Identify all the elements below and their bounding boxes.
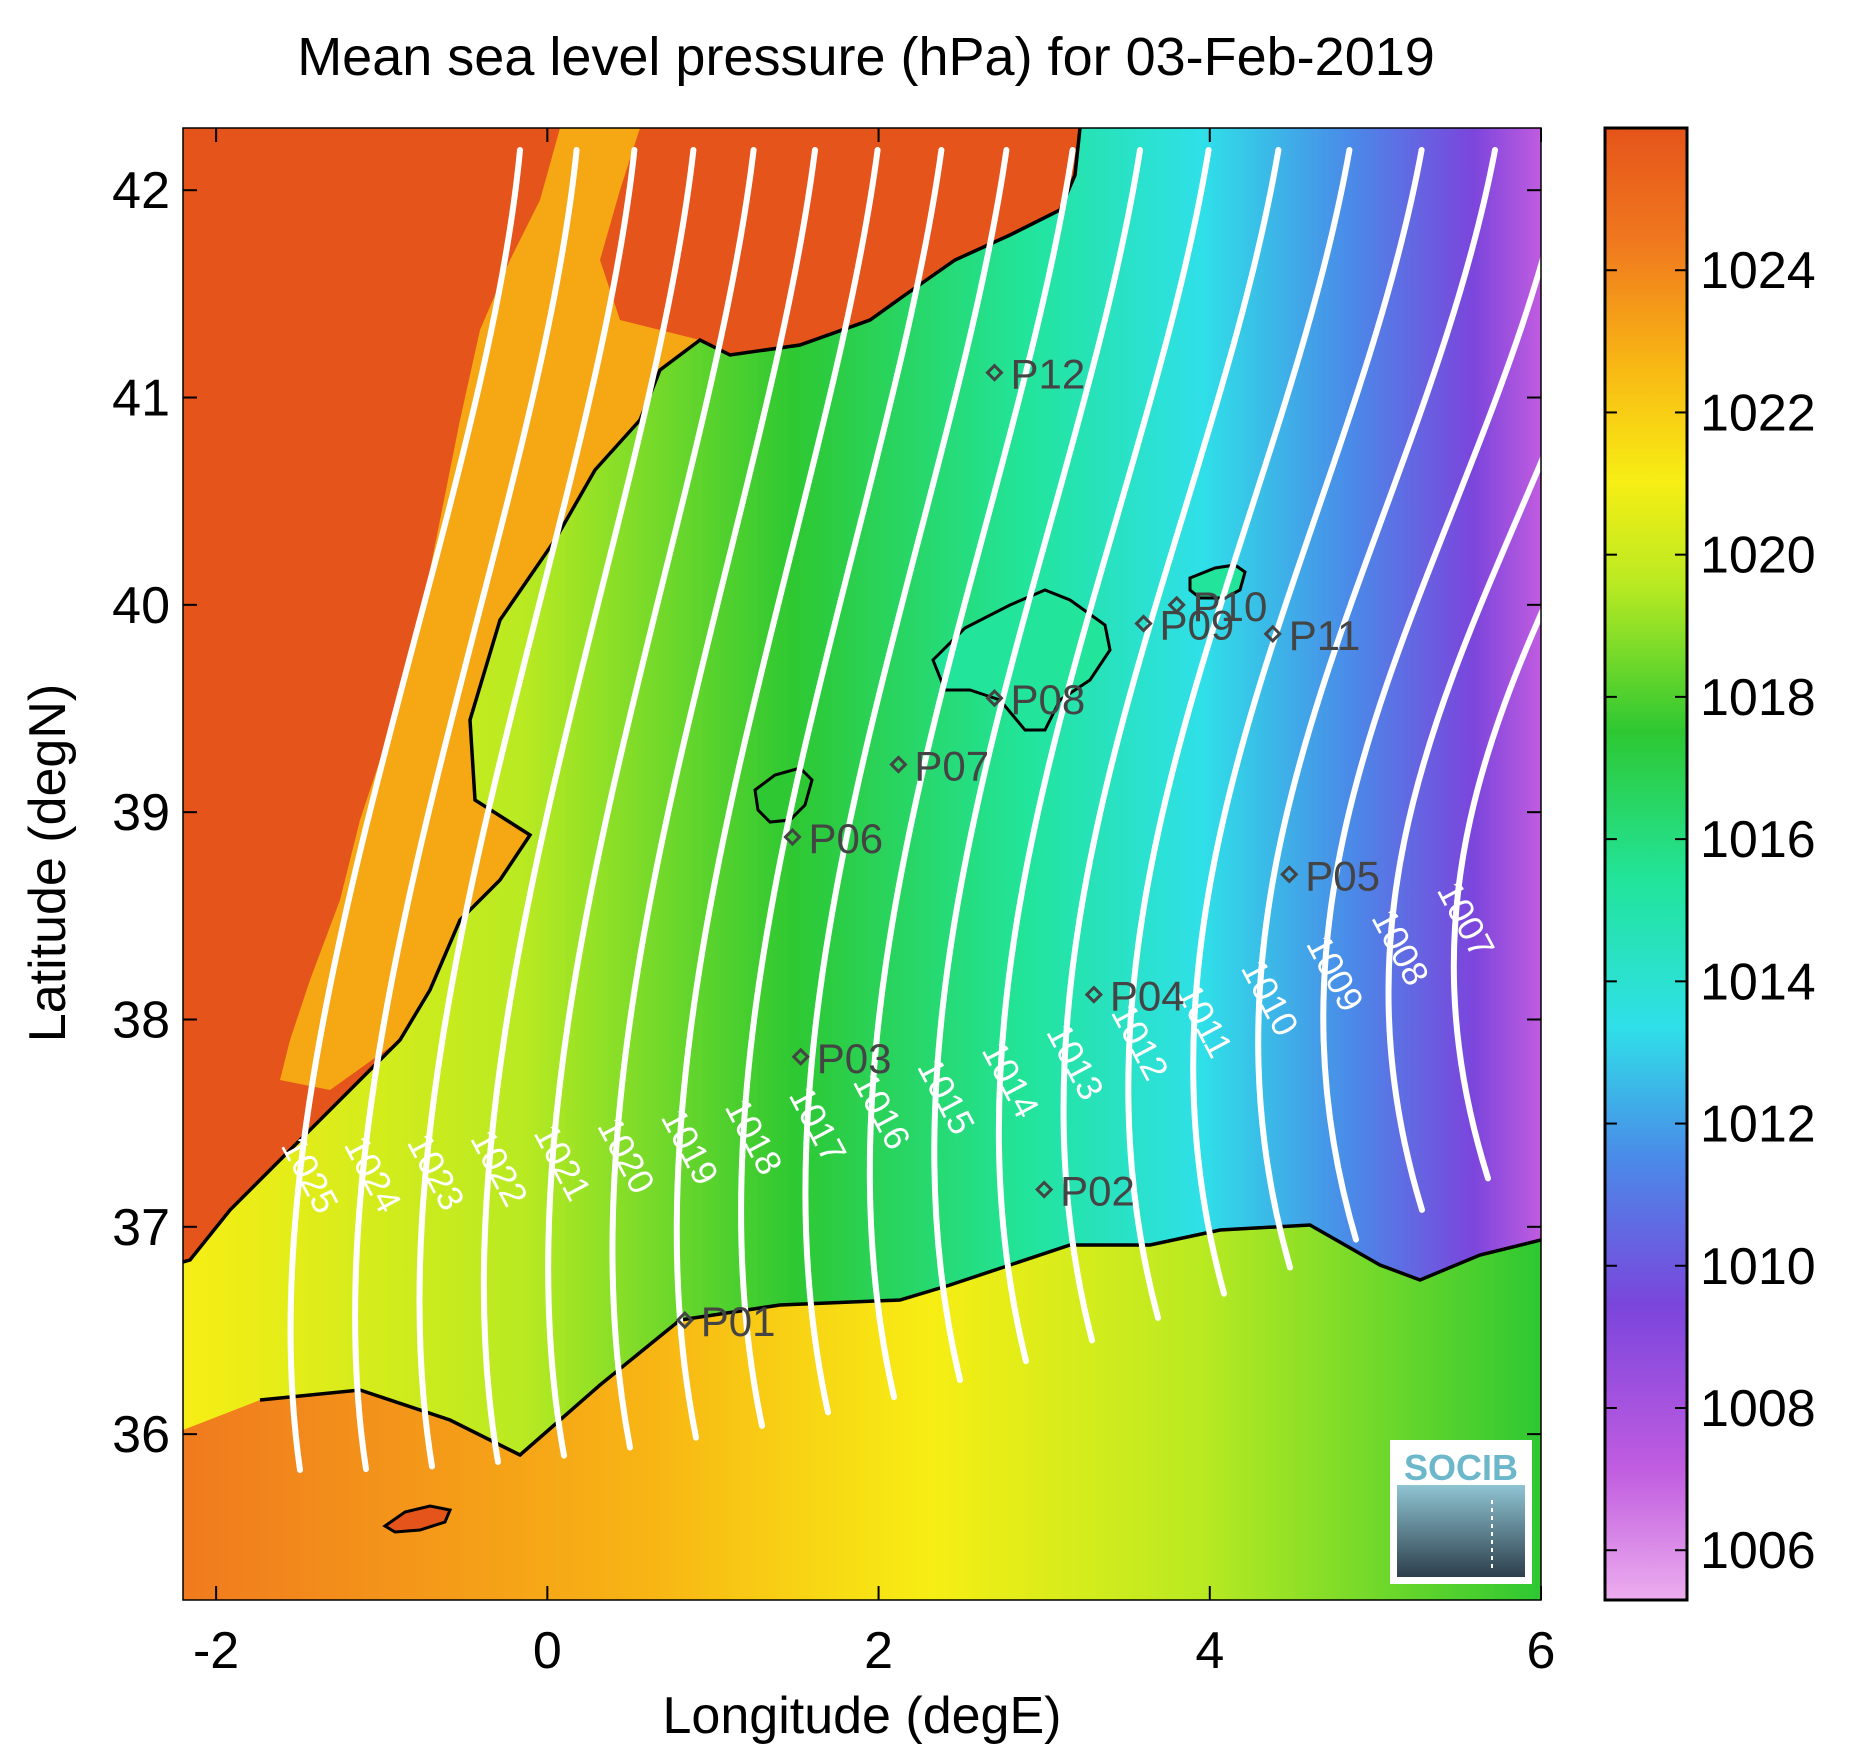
- y-tick-label: 38: [112, 991, 170, 1049]
- station-marker: [1134, 614, 1153, 633]
- isobar-line: [480, 147, 697, 1465]
- isobar-line: [1385, 454, 1541, 1213]
- station-label: P05: [1305, 852, 1380, 899]
- isobar-line: [738, 147, 945, 1429]
- station-marker: [985, 689, 1004, 708]
- x-tick-label: 6: [1527, 1622, 1556, 1680]
- colorbar: [1603, 126, 1689, 1602]
- station-marker: [1084, 985, 1103, 1004]
- isobar-line: [995, 147, 1212, 1365]
- y-tick-label: 37: [112, 1199, 170, 1257]
- station-label: P11: [1289, 612, 1361, 659]
- station-label: P12: [1010, 351, 1085, 398]
- isobar-line: [1125, 147, 1353, 1321]
- station-label: P10: [1193, 583, 1268, 630]
- station-label: P02: [1060, 1167, 1135, 1214]
- station-marker: [1035, 1180, 1054, 1199]
- y-tick-label: 36: [112, 1406, 170, 1464]
- africa-coastline: [259, 1223, 1541, 1458]
- colorbar-tick-label: 1010: [1700, 1238, 1816, 1296]
- isobar-line: [931, 147, 1143, 1383]
- colorbar-tick-label: 1018: [1700, 669, 1816, 727]
- colorbar-tick-label: 1016: [1700, 811, 1816, 869]
- x-axis-label: Longitude (degE): [663, 1687, 1062, 1745]
- station-marker: [889, 755, 908, 774]
- colorbar-tick-label: 1014: [1700, 953, 1816, 1011]
- colorbar-tick-label: 1012: [1700, 1096, 1816, 1154]
- x-tick-label: 0: [533, 1622, 562, 1680]
- station-marker: [1167, 595, 1186, 614]
- map-panel: 1007100810091010101110121013101410151016…: [183, 128, 1541, 1600]
- isobar-line: [866, 147, 1076, 1401]
- isobar-line: [416, 147, 638, 1470]
- x-tick-label: -2: [193, 1622, 239, 1680]
- colorbar-tick-label: 1020: [1700, 527, 1816, 585]
- station-marker: [783, 827, 802, 847]
- y-tick-label: 40: [112, 577, 170, 635]
- station-marker: [1280, 865, 1299, 884]
- y-axis-label: Latitude (degN): [19, 684, 77, 1042]
- station-label: P03: [817, 1035, 892, 1082]
- colorbar-tick-label: 1022: [1700, 384, 1816, 442]
- logo-text: SOCIB: [1404, 1447, 1518, 1488]
- isobar-line: [673, 147, 881, 1441]
- isobar-line: [545, 147, 757, 1459]
- isobar-line: [1320, 254, 1541, 1243]
- alboran-island: [382, 1504, 453, 1534]
- chart-title: Mean sea level pressure (hPa) for 03-Feb…: [297, 27, 1435, 87]
- socib-logo: SOCIB: [1390, 1440, 1532, 1584]
- station-marker: [791, 1047, 810, 1066]
- isobar-line: [352, 147, 580, 1473]
- isobar-line: [1060, 147, 1282, 1344]
- map-frame: [182, 127, 1542, 1601]
- colorbar-ticks: 1006 1008 1010 1012 1014 1016 1018 1020 1022 1024: [1605, 242, 1816, 1580]
- isobar-line: [1190, 147, 1425, 1297]
- station-label: P07: [914, 742, 989, 789]
- station-marker: [985, 363, 1004, 382]
- x-tick-label: 4: [1195, 1622, 1224, 1680]
- isobar-lines: [287, 147, 1541, 1473]
- y-tick-label: 41: [112, 370, 170, 428]
- station-marker: [675, 1310, 694, 1330]
- isobar-line: [287, 147, 523, 1473]
- station-marker: [1263, 624, 1282, 643]
- x-tick-label: 2: [864, 1622, 893, 1680]
- map-axes: -2 0 2 4 6 36 37 38 39 40 41 42: [112, 128, 1555, 1680]
- isobar-line: [1255, 147, 1498, 1271]
- y-tick-label: 42: [112, 162, 170, 220]
- isobar-line: [1450, 606, 1541, 1182]
- north-africa-land: [183, 1225, 1541, 1600]
- station-label: P04: [1110, 973, 1185, 1020]
- colorbar-tick-label: 1024: [1700, 242, 1816, 300]
- isobar-line: [802, 147, 1010, 1416]
- station-label: P06: [808, 815, 883, 862]
- colorbar-tick-label: 1008: [1700, 1380, 1816, 1438]
- station-label: P08: [1010, 676, 1085, 723]
- y-tick-label: 39: [112, 784, 170, 842]
- colorbar-tick-label: 1006: [1700, 1522, 1816, 1580]
- station-label: P09: [1160, 602, 1235, 649]
- station-label: P01: [701, 1298, 776, 1345]
- isobar-line: [609, 147, 818, 1451]
